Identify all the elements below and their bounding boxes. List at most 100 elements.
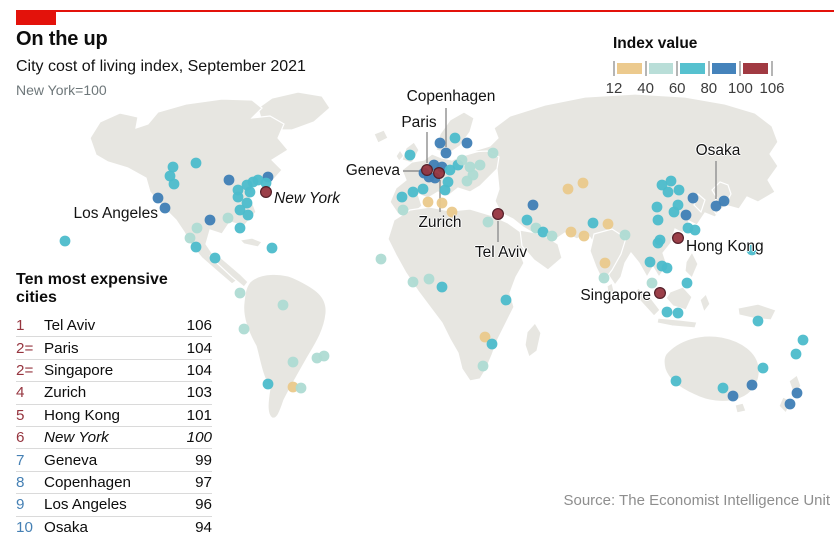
top-rule xyxy=(16,10,834,12)
city-dot xyxy=(244,186,256,198)
city-dot xyxy=(461,137,473,149)
city-dot xyxy=(422,196,434,208)
city-dot xyxy=(665,175,677,187)
city-cell: New York xyxy=(44,429,109,447)
city-dot xyxy=(492,208,505,221)
city-dot xyxy=(440,147,452,159)
color-legend: Index value 12 40 60 80 100 106 xyxy=(606,35,813,98)
table-title: Ten most expensive cities xyxy=(16,271,168,306)
city-cell: Osaka xyxy=(44,518,88,536)
legend-tick-labels: 12 40 60 80 100 106 xyxy=(606,80,788,98)
rank-cell: 5 xyxy=(16,406,25,424)
table-row: 2= Paris 104 xyxy=(16,337,212,360)
city-cell: Copenhagen xyxy=(44,473,131,491)
city-dot xyxy=(287,356,299,368)
city-label: Geneva xyxy=(345,162,400,179)
rank-cell: 6 xyxy=(16,429,25,447)
city-dot xyxy=(287,381,299,393)
value-cell: 106 xyxy=(186,317,212,335)
city-dot xyxy=(164,170,176,182)
city-dot xyxy=(746,244,758,256)
city-dot xyxy=(537,226,549,238)
city-dot xyxy=(527,199,539,211)
table-row: 9 Los Angeles 96 xyxy=(16,494,212,517)
value-cell: 97 xyxy=(195,473,212,491)
city-label: Zurich xyxy=(418,214,462,231)
city-dot xyxy=(232,191,244,203)
city-dot xyxy=(436,281,448,293)
city-dot xyxy=(449,132,461,144)
city-dot xyxy=(222,212,234,224)
city-dot xyxy=(784,398,796,410)
city-dot xyxy=(234,204,246,216)
chart-header: On the up City cost of living index, Sep… xyxy=(16,28,306,98)
city-cell: Hong Kong xyxy=(44,406,120,424)
city-dot xyxy=(687,192,699,204)
city-dot xyxy=(791,387,803,399)
city-dot xyxy=(474,159,486,171)
city-dot xyxy=(407,186,419,198)
legend-swatch xyxy=(648,63,674,74)
city-dot xyxy=(190,241,202,253)
city-dot xyxy=(797,334,809,346)
city-dot xyxy=(191,222,203,234)
table-row: 4 Zurich 103 xyxy=(16,382,212,405)
city-dot xyxy=(318,350,330,362)
value-cell: 104 xyxy=(186,339,212,357)
city-dot xyxy=(670,375,682,387)
value-cell: 103 xyxy=(186,384,212,402)
legend-swatch xyxy=(743,63,768,74)
city-dot xyxy=(456,154,468,166)
city-dot xyxy=(577,177,589,189)
city-dot xyxy=(461,175,473,187)
city-dot xyxy=(790,348,802,360)
city-dot xyxy=(397,204,409,216)
legend-tick-label: 80 xyxy=(700,80,718,97)
city-dot xyxy=(654,234,666,246)
city-cell: Tel Aviv xyxy=(44,317,96,335)
city-label: New York xyxy=(274,190,341,207)
value-cell: 94 xyxy=(195,518,212,536)
city-dot xyxy=(295,382,307,394)
city-dot xyxy=(277,299,289,311)
city-dot xyxy=(241,197,253,209)
city-dot xyxy=(167,161,179,173)
city-dot xyxy=(651,201,663,213)
city-dot xyxy=(190,157,202,169)
city-dot xyxy=(718,195,730,207)
city-dot xyxy=(599,257,611,269)
legend-tick xyxy=(707,61,710,76)
city-dot xyxy=(652,214,664,226)
city-dot xyxy=(587,217,599,229)
city-dot xyxy=(152,192,164,204)
city-dot xyxy=(396,191,408,203)
city-dot xyxy=(477,360,489,372)
city-dot xyxy=(661,262,673,274)
city-dot xyxy=(746,379,758,391)
city-label: Paris xyxy=(401,114,437,131)
top-cities-table: Ten most expensive cities 1 Tel Aviv 106 2=… xyxy=(16,271,212,537)
city-label: Tel Aviv xyxy=(474,244,528,261)
city-dot xyxy=(444,164,456,176)
city-dot xyxy=(59,235,71,247)
table-row: 2= Singapore 104 xyxy=(16,360,212,383)
city-dot xyxy=(710,200,722,212)
rank-cell: 10 xyxy=(16,518,33,536)
legend-swatch xyxy=(617,63,642,74)
city-dot xyxy=(407,276,419,288)
rank-cell: 7 xyxy=(16,451,25,469)
city-dot xyxy=(417,183,429,195)
rank-cell: 9 xyxy=(16,496,25,514)
chart-title: On the up xyxy=(16,28,108,50)
city-dot xyxy=(656,179,668,191)
rank-cell: 4 xyxy=(16,384,25,402)
city-dot xyxy=(521,214,533,226)
value-cell: 100 xyxy=(186,429,212,447)
rank-cell: 2= xyxy=(16,339,34,357)
city-dot xyxy=(727,390,739,402)
city-dot xyxy=(479,331,491,343)
economist-red-tab xyxy=(16,10,56,25)
city-dot xyxy=(375,253,387,265)
table-row: 10 Osaka 94 xyxy=(16,517,212,537)
